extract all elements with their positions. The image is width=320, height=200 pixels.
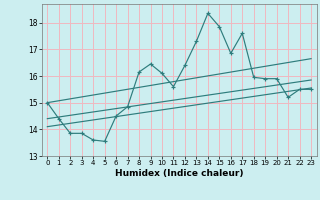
X-axis label: Humidex (Indice chaleur): Humidex (Indice chaleur) (115, 169, 244, 178)
